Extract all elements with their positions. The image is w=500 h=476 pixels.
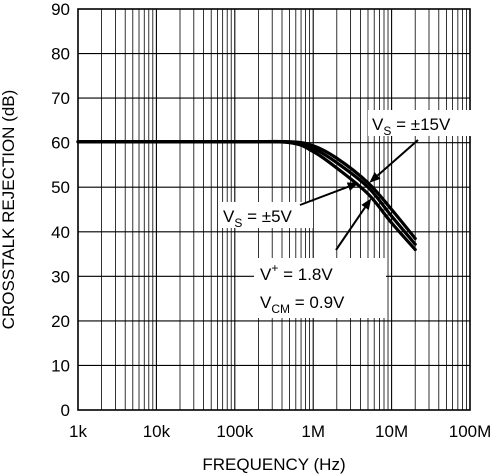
y-tick-label: 30: [51, 267, 70, 286]
annotation-vs15-arrow: [376, 139, 419, 177]
y-tick-label: 40: [51, 223, 70, 242]
y-tick-label: 70: [51, 89, 70, 108]
y-tick-label: 10: [51, 356, 70, 375]
annotation-supply: V+ = 1.8V VCM = 0.9V: [254, 198, 386, 318]
annotation-vplus-arrowhead: [361, 198, 372, 210]
x-axis-label: FREQUENCY (Hz): [202, 455, 345, 474]
annotation-vs15: VS = ±15V: [368, 110, 474, 183]
x-tick-label: 10M: [375, 422, 408, 441]
annotation-vcm-text: VCM = 0.9V: [260, 293, 345, 316]
x-tick-label: 1M: [301, 422, 325, 441]
annotation-vs5-text: VS = ±5V: [223, 207, 293, 230]
annotation-vplus-arrow: [335, 206, 366, 251]
grid: [78, 9, 470, 410]
annotation-vs5: VS = ±5V: [219, 182, 359, 230]
x-tick-label: 10k: [143, 422, 171, 441]
annotation-vs5-arrow: [299, 185, 349, 206]
y-tick-label: 80: [51, 45, 70, 64]
y-tick-label: 20: [51, 312, 70, 331]
series-line-2: [76, 140, 417, 246]
tick-labels: 1k 10k 100k 1M 10M 100M 0 10 20 30 40 50 60 70 80 90: [51, 0, 491, 441]
series-line-3: [76, 140, 417, 252]
series-group: [76, 139, 417, 252]
y-tick-label: 60: [51, 134, 70, 153]
annotation-vs5-arrowhead: [346, 182, 359, 191]
x-tick-label: 1k: [69, 422, 87, 441]
plot-frame: [77, 8, 471, 411]
y-tick-label: 90: [51, 0, 70, 19]
x-tick-label: 100M: [449, 422, 492, 441]
x-tick-label: 100k: [216, 422, 253, 441]
annotation-vplus-text: V+ = 1.8V: [260, 261, 333, 284]
y-tick-label: 0: [61, 401, 70, 420]
y-tick-label: 50: [51, 178, 70, 197]
y-axis-label: CROSSTALK REJECTION (dB): [0, 90, 18, 330]
annotation-vs15-arrowhead: [369, 172, 381, 183]
annotation-vs15-text: VS = ±15V: [372, 115, 451, 138]
